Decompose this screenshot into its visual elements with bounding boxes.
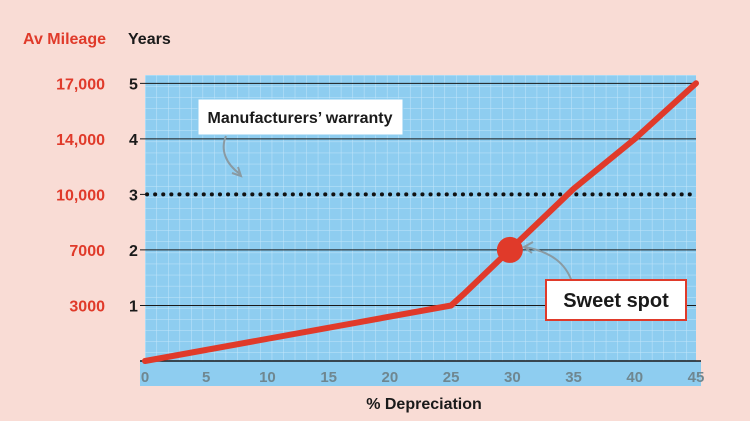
sweet-spot-callout-label: Sweet spot xyxy=(563,290,669,312)
x-tick-label: 5 xyxy=(202,369,210,386)
year-tick-label: 2 xyxy=(129,243,138,260)
x-tick-labels: 0 5 10 15 20 25 30 35 40 45 xyxy=(141,369,705,386)
sweet-spot-marker xyxy=(496,236,523,263)
x-tick-label: 40 xyxy=(626,369,643,386)
mileage-tick-label: 17,000 xyxy=(56,76,105,93)
x-tick-label: 0 xyxy=(141,369,149,386)
x-tick-label: 25 xyxy=(443,369,460,386)
mileage-tick-label: 10,000 xyxy=(56,187,105,204)
year-tick-label: 5 xyxy=(129,76,138,93)
x-tick-label: 35 xyxy=(565,369,582,386)
warranty-callout-label: Manufacturers’ warranty xyxy=(208,110,393,127)
x-tick-label: 10 xyxy=(259,369,276,386)
sweet-spot-arrow-head xyxy=(522,241,534,254)
mileage-tick-label: 3000 xyxy=(69,298,105,315)
mileage-tick-label: 7000 xyxy=(69,243,105,260)
x-tick-label: 15 xyxy=(320,369,337,386)
mileage-axis-header: Av Mileage xyxy=(23,31,106,48)
year-tick-label: 3 xyxy=(129,187,138,204)
x-tick-label: 45 xyxy=(688,369,705,386)
y-tick-labels: 1 3000 2 7000 3 10,000 4 14,000 5 17,000 xyxy=(56,76,138,315)
sweet-spot-arrow xyxy=(524,246,573,283)
x-tick-label: 30 xyxy=(504,369,521,386)
warranty-arrow-head xyxy=(231,166,243,178)
warranty-callout-box xyxy=(197,98,404,136)
year-tick-label: 4 xyxy=(129,132,138,149)
mileage-tick-label: 14,000 xyxy=(56,132,105,149)
x-axis-band xyxy=(140,361,701,386)
sweet-spot-callout-box xyxy=(545,279,687,321)
years-axis-header: Years xyxy=(128,31,171,48)
warranty-arrow xyxy=(222,135,241,175)
year-tick-label: 1 xyxy=(129,298,138,315)
x-axis-label: % Depreciation xyxy=(366,396,482,413)
x-tick-label: 20 xyxy=(382,369,399,386)
